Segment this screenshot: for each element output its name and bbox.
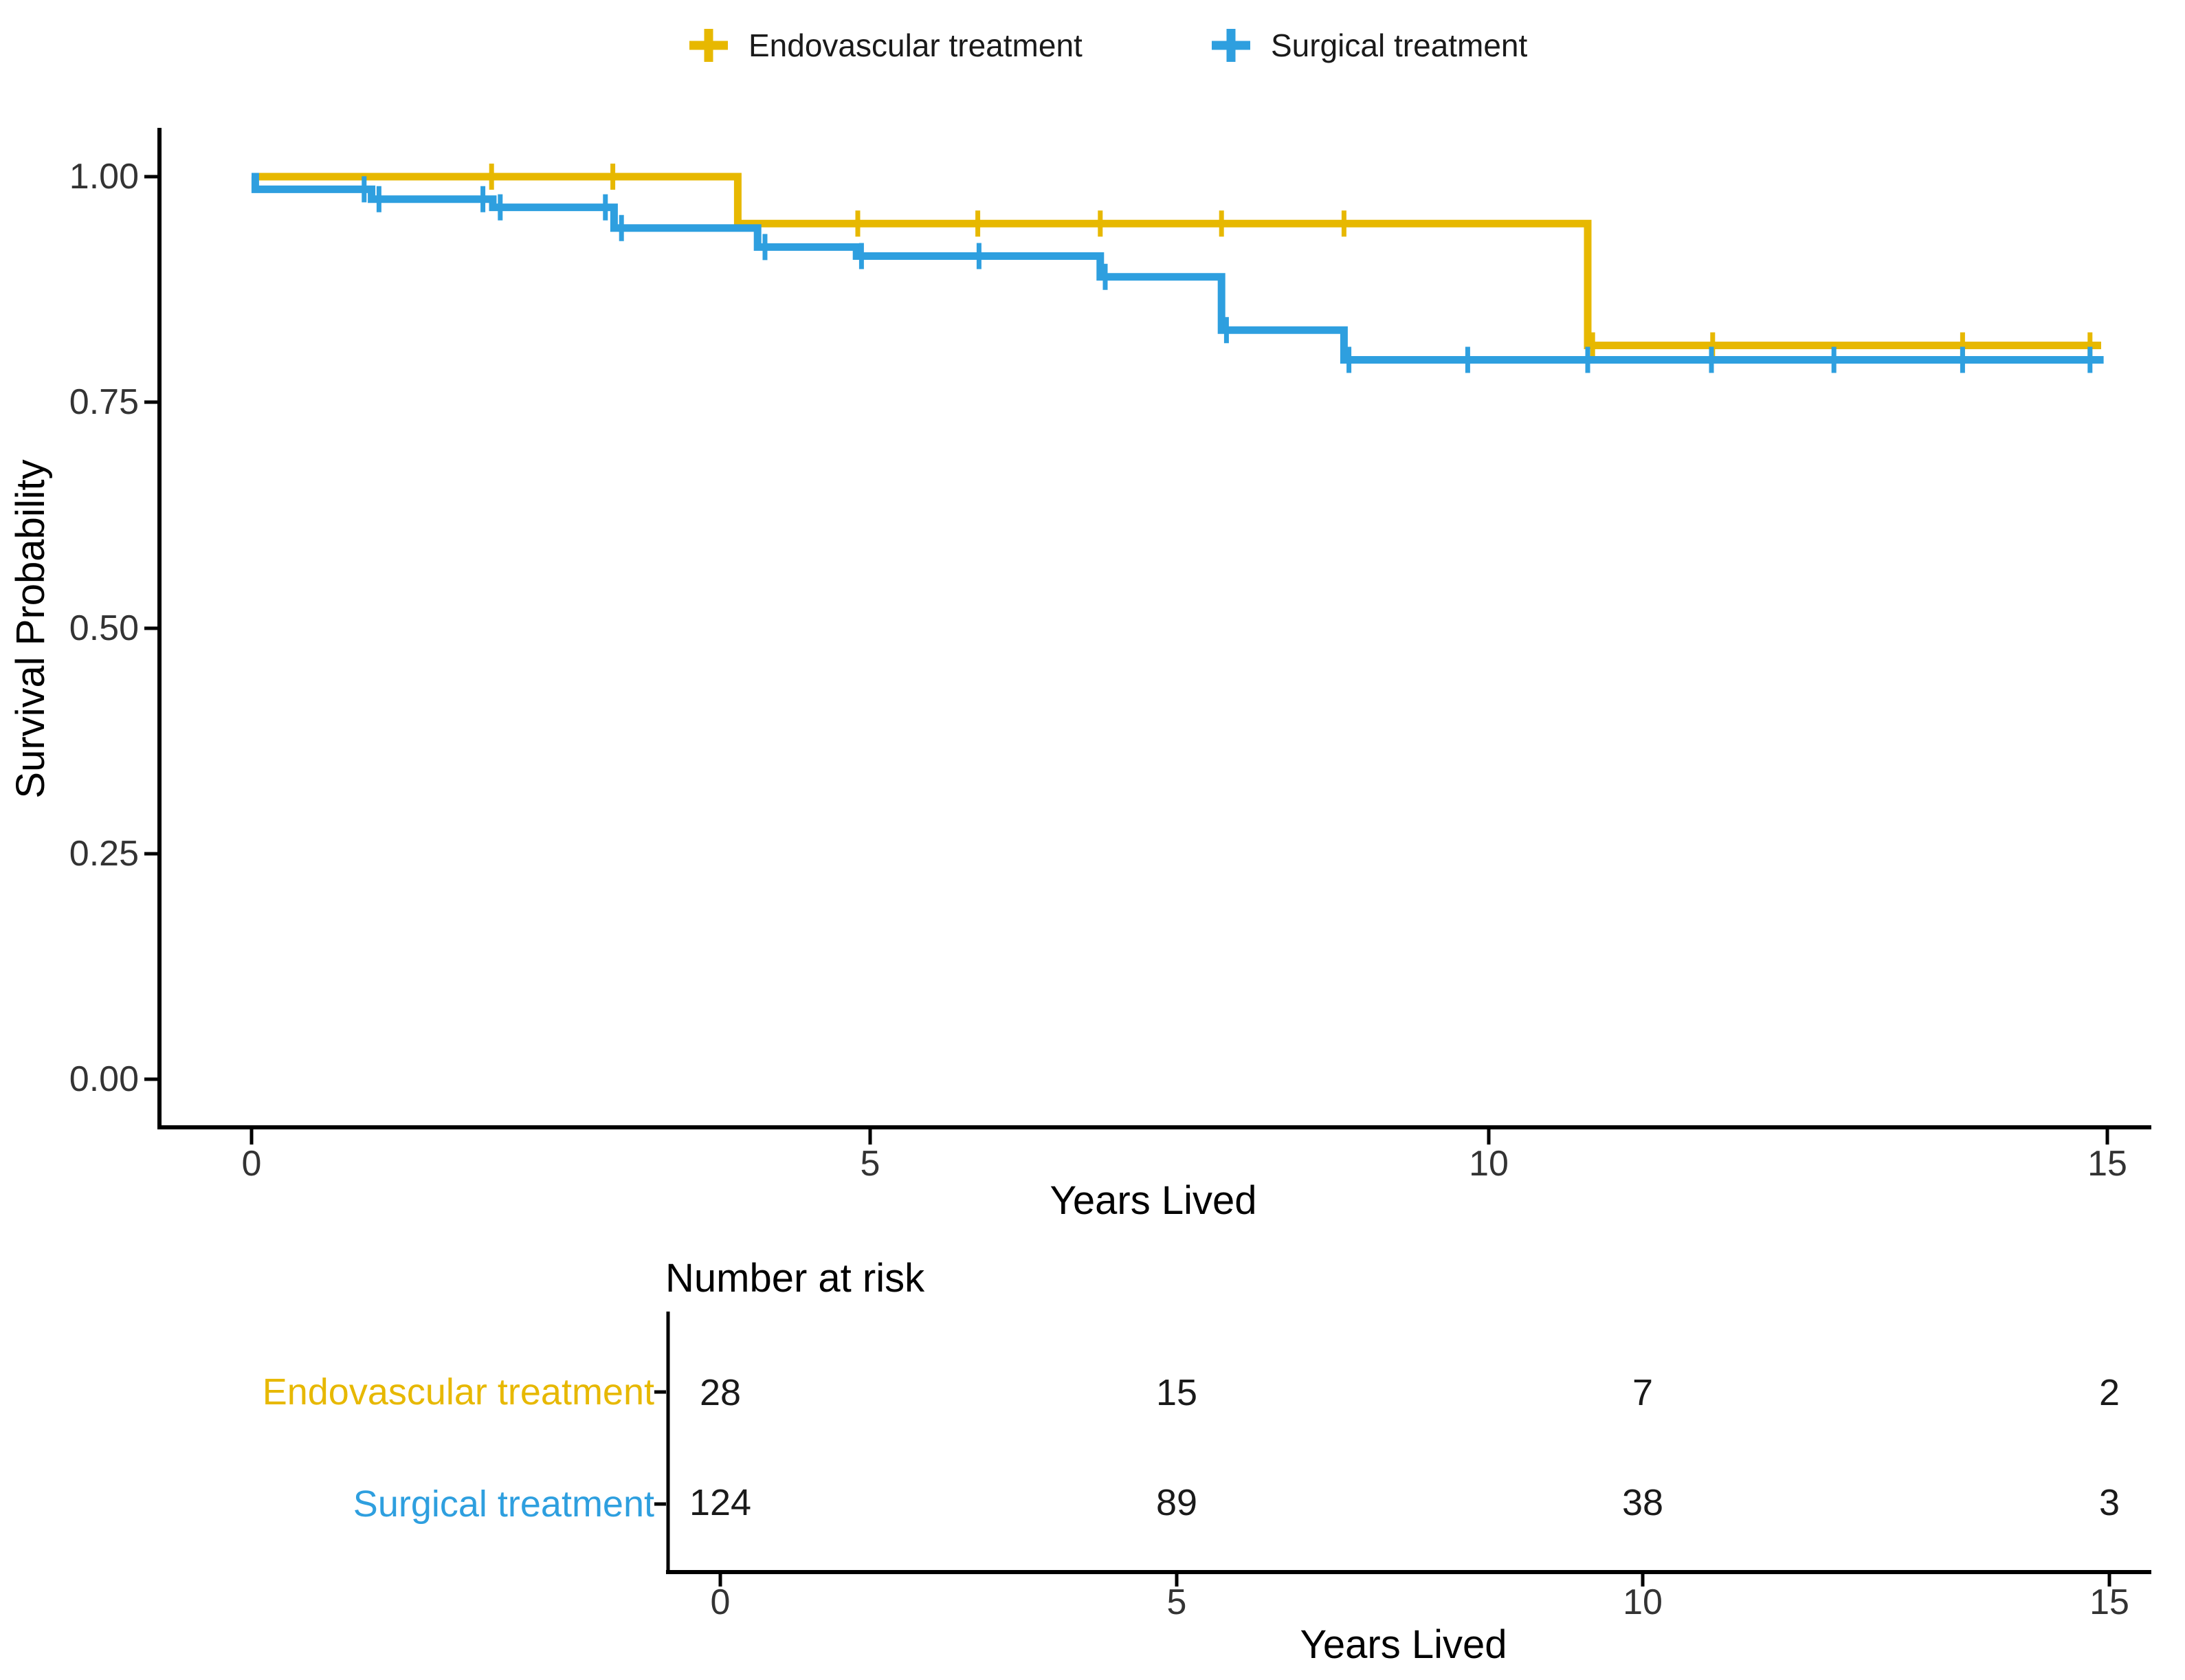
- legend-item-endovascular: Endovascular treatment: [689, 26, 1083, 65]
- endovascular-plus-icon: [689, 26, 728, 65]
- km-curve-endovascular: [252, 173, 2101, 349]
- legend-label-endovascular: Endovascular treatment: [748, 27, 1083, 63]
- y-tick-label: 0.00: [69, 1059, 139, 1099]
- risk-x-axis-title: Years Lived: [1300, 1622, 1507, 1667]
- risk-count: 28: [699, 1372, 742, 1413]
- risk-row-label-endovascular: Endovascular treatment: [262, 1371, 654, 1413]
- risk-row-label-surgical: Surgical treatment: [353, 1483, 654, 1525]
- x-tick-label: 15: [2087, 1144, 2127, 1184]
- legend-item-surgical: Surgical treatment: [1212, 26, 1527, 65]
- risk-count: 89: [1155, 1482, 1198, 1523]
- x-tick-label: 5: [860, 1144, 880, 1184]
- risk-table-title: Number at risk: [665, 1256, 925, 1301]
- risk-count: 2: [2098, 1372, 2120, 1413]
- y-tick-label: 1.00: [69, 157, 139, 197]
- surgical-plus-icon: [1212, 26, 1250, 65]
- risk-x-tick-label: 15: [2089, 1582, 2129, 1622]
- risk-x-tick-label: 5: [1166, 1582, 1187, 1622]
- y-tick-label: 0.75: [69, 382, 139, 422]
- x-axis-title: Years Lived: [1050, 1178, 1257, 1223]
- risk-count: 3: [2098, 1482, 2120, 1523]
- legend-label-surgical: Surgical treatment: [1271, 27, 1528, 63]
- km-curve-surgical: [251, 173, 2104, 364]
- risk-count: 15: [1155, 1372, 1198, 1413]
- y-tick-label: 0.50: [69, 608, 139, 648]
- risk-count: 124: [689, 1482, 752, 1523]
- risk-count: 38: [1621, 1482, 1664, 1523]
- km-curves-layer: [251, 164, 2104, 373]
- x-tick-label: 10: [1469, 1144, 1509, 1184]
- risk-count: 7: [1632, 1372, 1654, 1413]
- y-tick-label: 0.25: [69, 834, 139, 874]
- risk-x-tick-label: 10: [1623, 1582, 1663, 1622]
- x-tick-label: 0: [241, 1144, 262, 1184]
- risk-x-tick-label: 0: [710, 1582, 731, 1622]
